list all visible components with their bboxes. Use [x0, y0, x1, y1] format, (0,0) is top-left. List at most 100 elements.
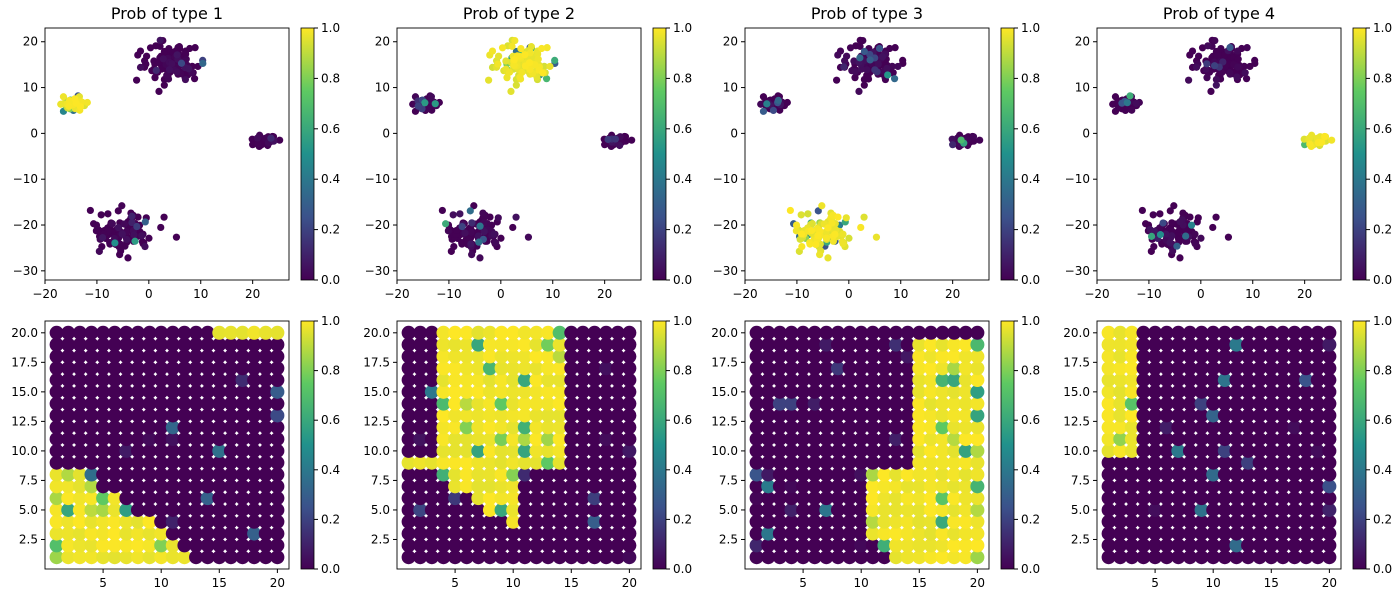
grid-spot: [200, 514, 215, 529]
grid-spot: [247, 420, 262, 435]
embedding-point: [1182, 232, 1190, 240]
grid-spot: [784, 538, 799, 553]
grid-spot: [610, 491, 625, 506]
grid-spot: [772, 514, 787, 529]
grid-spot: [761, 467, 776, 482]
embedding-point: [134, 213, 142, 221]
grid-spot: [1124, 420, 1139, 435]
embedding-point: [145, 234, 153, 242]
grid-spot: [1113, 455, 1128, 470]
grid-spot: [84, 325, 99, 340]
embedding-point: [1176, 218, 1184, 226]
grid-spot: [1148, 337, 1163, 352]
grid-spot: [749, 443, 764, 458]
grid-spot: [1171, 538, 1186, 553]
grid-spot: [154, 373, 169, 388]
grid-spot: [935, 396, 950, 411]
grid-spot: [1124, 550, 1139, 565]
grid-spot: [130, 514, 145, 529]
embedding-point: [136, 63, 145, 71]
grid-spot: [1287, 408, 1302, 423]
grid-spot: [61, 514, 76, 529]
grid-spot: [61, 420, 76, 435]
grid-spot: [1182, 396, 1197, 411]
grid-spot: [529, 491, 544, 506]
grid-spot: [947, 455, 962, 470]
grid-spot: [413, 408, 428, 423]
grid-spot: [142, 337, 157, 352]
embedding-axis-type-4-xtick-label: −10: [1136, 287, 1161, 301]
grid-spot: [807, 384, 822, 399]
grid-spot: [564, 384, 579, 399]
grid-spot: [401, 349, 416, 364]
grid-spot: [1275, 491, 1290, 506]
grid-spot: [761, 361, 776, 376]
grid-spot: [796, 361, 811, 376]
grid-spot: [784, 384, 799, 399]
grid-spot: [865, 479, 880, 494]
embedding-point: [859, 37, 867, 45]
grid-spot: [189, 349, 204, 364]
embedding-point: [1209, 223, 1217, 232]
grid-spot: [749, 550, 764, 565]
grid-spot: [784, 526, 799, 541]
embedding-point: [1188, 47, 1197, 55]
grid-spot: [494, 396, 509, 411]
grid-spot: [819, 502, 834, 517]
grid-spot: [865, 420, 880, 435]
grid-spot: [424, 396, 439, 411]
embedding-point: [503, 74, 511, 82]
grid-spot: [223, 337, 238, 352]
grid-spot: [1287, 491, 1302, 506]
grid-spot: [1136, 349, 1151, 364]
grid-spot: [958, 491, 973, 506]
grid-spot: [177, 361, 192, 376]
grid-spot: [622, 514, 637, 529]
grid-spot: [494, 479, 509, 494]
grid-spot: [1287, 432, 1302, 447]
grid-spot: [177, 479, 192, 494]
grid-spot: [1148, 550, 1163, 565]
grid-spot: [424, 491, 439, 506]
grid-spot: [1310, 396, 1325, 411]
grid-spot: [223, 479, 238, 494]
grid-spot: [1113, 420, 1128, 435]
grid-spot: [575, 538, 590, 553]
grid-spot: [1124, 538, 1139, 553]
grid-spot: [436, 550, 451, 565]
grid-spot: [506, 514, 521, 529]
grid-spot: [1287, 349, 1302, 364]
grid-spot: [749, 432, 764, 447]
grid-spot: [223, 396, 238, 411]
embedding-point: [423, 105, 431, 113]
grid-spot: [235, 550, 250, 565]
grid-spot: [165, 349, 180, 364]
grid-axis-type-3-ytick-label: 7.5: [719, 473, 738, 487]
grid-spot: [552, 408, 567, 423]
grid-spot: [1206, 455, 1221, 470]
grid-spot: [413, 514, 428, 529]
grid-spot: [459, 455, 474, 470]
embedding-point: [190, 75, 199, 83]
grid-spot: [506, 550, 521, 565]
grid-spot: [223, 349, 238, 364]
grid-spot: [923, 467, 938, 482]
grid-spot: [1148, 349, 1163, 364]
grid-spot: [189, 514, 204, 529]
grid-spot: [761, 550, 776, 565]
embedding-point: [1186, 213, 1194, 221]
embedding-panel-type-1: Prob of type 1−20 −10 0 10 20−30−20−10010200…: [13, 4, 340, 301]
grid-spot: [807, 420, 822, 435]
grid-spot: [842, 455, 857, 470]
embedding-point: [628, 136, 636, 144]
grid-spot: [494, 455, 509, 470]
grid-spot: [235, 538, 250, 553]
grid-spot: [1171, 550, 1186, 565]
grid-spot: [1101, 491, 1116, 506]
embedding-point: [468, 251, 476, 259]
embedding-point: [949, 141, 957, 149]
grid-spot: [177, 538, 192, 553]
grid-spot: [401, 384, 416, 399]
grid-spot: [541, 361, 556, 376]
embedding-point: [796, 235, 804, 243]
